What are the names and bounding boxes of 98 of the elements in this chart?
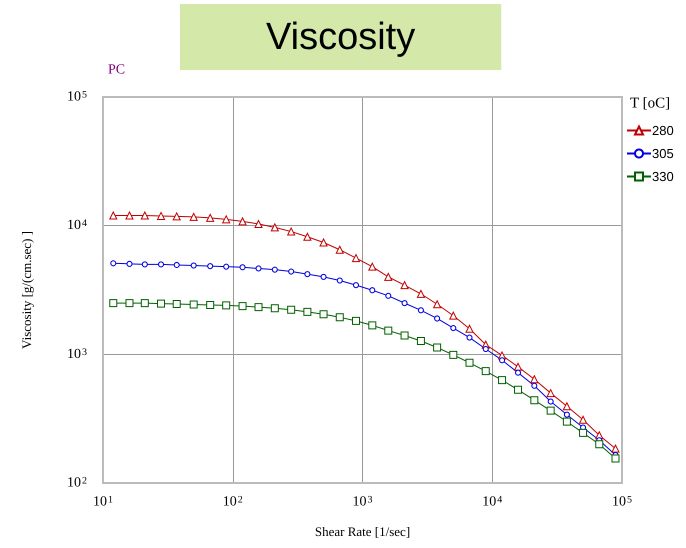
point xyxy=(336,313,344,322)
chart-title: Viscosity xyxy=(266,16,416,58)
point xyxy=(222,301,230,310)
y-axis-title: Viscosity [g/(cm.sec) ] xyxy=(19,231,34,349)
point xyxy=(611,454,620,463)
point xyxy=(450,325,456,332)
point xyxy=(238,302,247,310)
point xyxy=(125,299,134,308)
point xyxy=(402,300,408,306)
point xyxy=(352,316,360,325)
point xyxy=(320,274,327,280)
point xyxy=(256,265,262,272)
point xyxy=(240,264,246,270)
point xyxy=(109,211,118,220)
point xyxy=(140,299,149,308)
point xyxy=(514,386,522,394)
point xyxy=(140,211,149,220)
point xyxy=(449,350,458,359)
point xyxy=(434,315,440,322)
point xyxy=(611,444,620,453)
point xyxy=(562,402,571,410)
point xyxy=(562,418,571,426)
point xyxy=(190,212,198,221)
point xyxy=(320,310,328,318)
point xyxy=(157,300,166,308)
point xyxy=(433,344,442,352)
point xyxy=(223,264,230,270)
legend-label: 280 xyxy=(652,123,674,138)
point xyxy=(530,375,538,384)
point xyxy=(515,370,522,376)
point xyxy=(207,263,214,270)
point xyxy=(384,272,392,281)
point xyxy=(272,266,278,273)
point xyxy=(400,332,409,340)
point xyxy=(466,358,474,367)
text: PC xyxy=(108,62,126,78)
point xyxy=(579,428,588,437)
point xyxy=(546,406,555,415)
point xyxy=(270,304,279,312)
point xyxy=(125,211,134,220)
point xyxy=(320,238,328,246)
point xyxy=(287,306,296,314)
point xyxy=(433,300,442,308)
legend-label: 305 xyxy=(652,146,674,161)
point xyxy=(254,303,263,312)
point xyxy=(548,398,554,404)
point xyxy=(304,271,310,278)
point xyxy=(416,336,425,345)
point xyxy=(530,396,538,404)
point xyxy=(222,215,230,224)
legend-label: 330 xyxy=(652,169,674,184)
point xyxy=(287,228,296,236)
point xyxy=(482,346,489,352)
point xyxy=(303,232,312,241)
point xyxy=(174,262,180,268)
point xyxy=(416,290,425,298)
point xyxy=(353,282,359,288)
point xyxy=(400,281,409,290)
point xyxy=(352,254,360,262)
point xyxy=(531,382,538,389)
point xyxy=(206,214,214,222)
point xyxy=(158,261,164,268)
point xyxy=(418,307,424,314)
point xyxy=(110,260,116,266)
point xyxy=(595,440,604,448)
point xyxy=(190,262,197,269)
point xyxy=(384,326,392,335)
point xyxy=(499,357,506,364)
point xyxy=(288,268,294,275)
point xyxy=(206,300,214,309)
point xyxy=(336,277,343,284)
point xyxy=(368,262,376,271)
point xyxy=(385,292,392,299)
point xyxy=(579,416,588,424)
point xyxy=(126,260,132,267)
point xyxy=(369,287,376,294)
point xyxy=(238,217,247,226)
x-axis-title: Shear Rate [1/sec] xyxy=(314,524,410,539)
point xyxy=(270,223,279,232)
point xyxy=(109,299,118,308)
point xyxy=(368,321,376,330)
legend-title: T [oC] xyxy=(630,96,670,112)
point xyxy=(190,300,198,308)
point xyxy=(142,261,148,268)
point xyxy=(254,220,263,228)
point xyxy=(172,300,181,308)
point xyxy=(336,246,344,254)
point xyxy=(546,389,555,398)
point xyxy=(498,376,506,384)
point xyxy=(514,362,522,371)
point xyxy=(564,412,570,418)
point xyxy=(303,308,312,316)
point xyxy=(449,312,458,320)
point xyxy=(466,334,473,341)
point xyxy=(482,367,490,376)
point xyxy=(172,212,181,220)
point xyxy=(466,324,474,333)
point xyxy=(157,212,166,220)
